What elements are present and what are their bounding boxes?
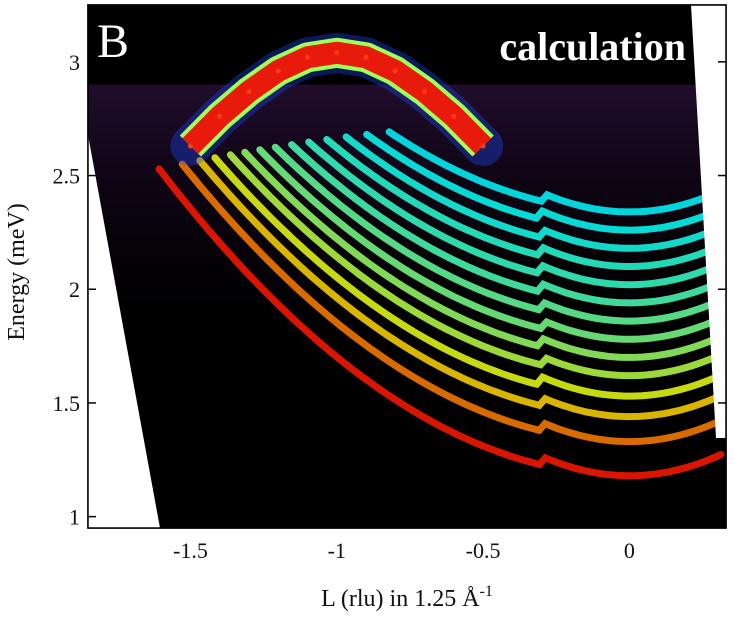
calculation-annotation: calculation (499, 24, 686, 69)
x-axis-title-main: L (rlu) in 1.25 Å (321, 586, 480, 612)
sub-band-12 (342, 133, 725, 252)
y-tick-label: 2.5 (53, 164, 81, 189)
y-tick-label: 1 (69, 505, 80, 530)
sub-band-5 (226, 151, 726, 380)
sub-band-4 (211, 154, 726, 400)
uncovered-region-right (691, 5, 726, 438)
main-band-point-7 (363, 54, 369, 60)
sub-band-13 (363, 130, 726, 234)
main-band-point-5 (304, 54, 310, 60)
sub-band-11 (323, 136, 726, 270)
y-axis: 1 1.5 2 2.5 3 (53, 50, 726, 530)
sub-band-7 (256, 146, 726, 343)
sub-band-3 (196, 157, 725, 421)
main-band-point-3 (246, 88, 252, 94)
sub-band-6 (241, 148, 726, 361)
sub-band-2 (178, 160, 725, 446)
y-tick-label: 2 (69, 277, 80, 302)
main-band-point-4 (275, 68, 281, 74)
main-band-point-10 (451, 113, 457, 119)
main-band-point-8 (392, 68, 398, 74)
main-band-point-2 (217, 113, 223, 119)
sub-band-1 (155, 165, 725, 480)
main-band-point-6 (334, 50, 340, 56)
sub-band-8 (271, 143, 724, 325)
main-band-point-11 (480, 143, 486, 149)
sub-band-14 (385, 128, 726, 216)
main-band-point-1 (187, 143, 193, 149)
main-band-point-9 (422, 88, 428, 94)
panel-label: B (97, 15, 129, 68)
y-tick-label: 3 (69, 50, 80, 75)
sub-band-10 (305, 138, 726, 289)
heatmap-data (88, 32, 726, 480)
x-axis-title-superscript: -1 (480, 583, 493, 600)
x-axis: -1.5 -1 -0.5 0 (173, 5, 635, 563)
x-tick-label: -0.5 (466, 538, 501, 563)
x-tick-label: -1.5 (173, 538, 208, 563)
y-tick-label: 1.5 (53, 391, 81, 416)
plot-frame (87, 4, 727, 529)
y-axis-title: Energy (meV) (4, 203, 30, 341)
uncovered-region-left (88, 135, 160, 528)
x-axis-title: L (rlu) in 1.25 Å-1 (321, 583, 493, 612)
sub-band-9 (288, 141, 726, 307)
x-tick-label: -1 (328, 538, 346, 563)
x-tick-label: 0 (624, 538, 635, 563)
